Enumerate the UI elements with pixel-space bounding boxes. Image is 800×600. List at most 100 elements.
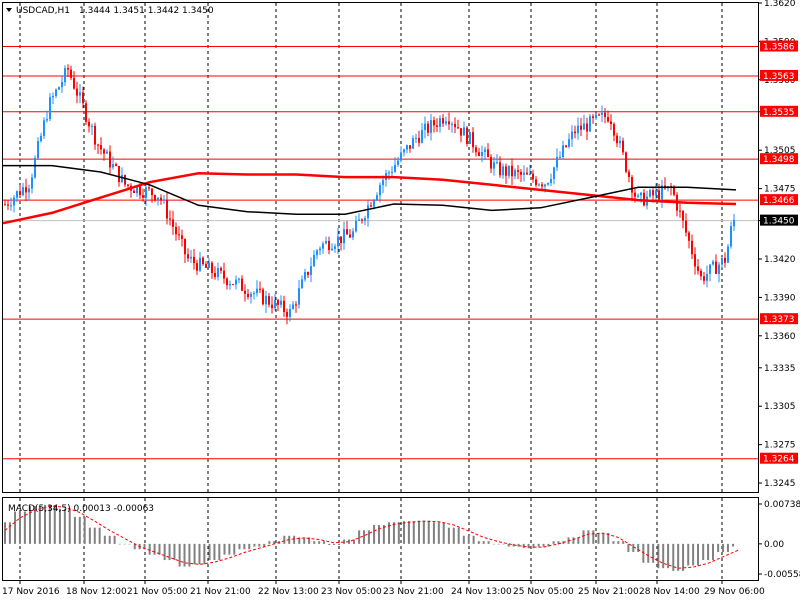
candle-body [580, 125, 582, 130]
time-axis: 17 Nov 2016 18 Nov 12:00 21 Nov 05:00 21 No… [2, 580, 765, 597]
level-label-text: 1.3373 [763, 315, 795, 325]
candle-body [259, 288, 261, 290]
candle-body [682, 211, 684, 221]
level-labels: 1.3586 1.3563 1.3535 1.3498 1.3466 1.3373 1.32… [760, 40, 798, 465]
candle-body [361, 219, 363, 221]
price-tick-label: 1.3275 [764, 441, 796, 451]
macd-histogram-bar [63, 508, 66, 544]
candle-body [286, 311, 288, 317]
candle-body [433, 120, 435, 126]
macd-histogram-bar [382, 524, 385, 544]
candle-body [397, 160, 399, 165]
macd-histogram-bar [258, 543, 261, 547]
candle-body [148, 187, 150, 189]
price-tick-label: 1.3475 [764, 185, 796, 195]
macd-histogram-bar [652, 543, 655, 563]
macd-histogram-bar [572, 537, 575, 544]
chart-menu-triangle-icon[interactable] [6, 8, 12, 12]
candle-body [163, 199, 165, 201]
candle-body [214, 272, 216, 277]
level-label-text: 1.3264 [763, 455, 795, 465]
macd-histogram-bar [68, 508, 71, 544]
macd-histogram-bar [213, 543, 216, 561]
macd-histogram-bar [437, 522, 440, 544]
candle-body [718, 264, 720, 274]
candle-body [688, 232, 690, 241]
candle-body [250, 293, 252, 297]
candle-body [133, 190, 135, 194]
macd-histogram-bar [218, 543, 221, 561]
macd-histogram-bar [697, 543, 700, 566]
candle-body [622, 140, 624, 153]
level-label-box [760, 40, 798, 52]
time-tick-label: 25 Nov 05:00 [513, 587, 574, 597]
candle-body [283, 300, 285, 312]
candle-body [556, 157, 558, 168]
macd-histogram-bar [223, 543, 226, 555]
macd-histogram-bar [338, 543, 341, 545]
macd-histogram-bar [298, 537, 301, 544]
candle-body [46, 119, 48, 121]
candle-body [277, 300, 279, 305]
candle-body [265, 296, 267, 305]
candle-body [346, 229, 348, 235]
macd-histogram-bar [472, 535, 475, 544]
candle-body [172, 219, 174, 227]
candle-body [661, 185, 663, 200]
candle-body [190, 256, 192, 259]
candle-body [160, 197, 162, 201]
candle-body [352, 231, 354, 238]
macd-histogram-bar [707, 543, 710, 561]
time-tick-label: 23 Nov 05:00 [321, 587, 382, 597]
price-tick-label: 1.3360 [764, 332, 796, 342]
candle-body [586, 123, 588, 132]
macd-histogram-bar [602, 533, 605, 544]
macd-histogram-bar [702, 543, 705, 561]
candle-body [55, 89, 57, 96]
candle-body [469, 132, 471, 144]
macd-histogram-bar [103, 535, 106, 544]
macd-histogram-bar [23, 511, 26, 544]
candle-body [706, 273, 708, 281]
candle-body [235, 279, 237, 285]
candle-body [499, 162, 501, 176]
macd-histogram-bar [667, 543, 670, 569]
macd-histogram-bar [148, 543, 151, 555]
candle-body [73, 77, 75, 89]
macd-histogram-bar [83, 516, 86, 544]
macd-histogram-bar [163, 543, 166, 561]
candle-body [400, 152, 402, 161]
candle-body [724, 257, 726, 263]
macd-histogram [4, 504, 735, 571]
macd-histogram-bar [627, 543, 630, 552]
candle-body [658, 190, 660, 200]
candlesticks [4, 64, 735, 325]
candle-body [529, 173, 531, 175]
macd-histogram-bar [8, 522, 11, 544]
candle-body [376, 195, 378, 201]
candle-body [592, 116, 594, 118]
price-tick-label: 1.3305 [764, 402, 796, 412]
candle-body [520, 171, 522, 175]
macd-histogram-bar [173, 543, 176, 561]
candle-body [151, 188, 153, 196]
macd-histogram-bar [193, 543, 196, 565]
candle-body [118, 166, 120, 182]
candle-body [142, 195, 144, 198]
candle-body [166, 199, 168, 219]
candle-body [343, 229, 345, 243]
macd-label: MACD(5,34,5) 0.00013 -0.00063 [8, 504, 154, 514]
level-label-text: 1.3563 [763, 72, 795, 82]
macd-histogram-bar [14, 511, 17, 544]
candle-body [319, 248, 321, 251]
current-price-box [760, 214, 798, 226]
level-label-text: 1.3535 [763, 108, 795, 118]
candle-body [463, 127, 465, 136]
macd-histogram-bar [168, 543, 171, 561]
candle-body [526, 172, 528, 175]
macd-histogram-bar [33, 506, 36, 544]
candle-body [700, 270, 702, 277]
candle-body [697, 266, 699, 271]
macd-histogram-bar [38, 506, 41, 544]
